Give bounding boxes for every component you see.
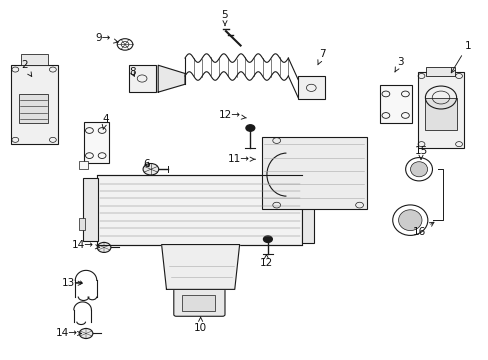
- Circle shape: [245, 125, 254, 131]
- Text: 16: 16: [411, 222, 433, 237]
- Text: 9→: 9→: [95, 33, 118, 43]
- Text: 14→: 14→: [56, 328, 81, 338]
- Circle shape: [143, 163, 158, 175]
- FancyBboxPatch shape: [97, 175, 302, 244]
- FancyBboxPatch shape: [298, 76, 325, 99]
- FancyBboxPatch shape: [173, 288, 224, 316]
- FancyBboxPatch shape: [79, 218, 84, 230]
- FancyBboxPatch shape: [21, 54, 48, 65]
- Text: 15: 15: [413, 145, 427, 159]
- FancyBboxPatch shape: [424, 98, 456, 130]
- Text: 13→: 13→: [62, 278, 83, 288]
- Text: 1: 1: [450, 41, 470, 73]
- Text: 6: 6: [143, 159, 150, 169]
- FancyBboxPatch shape: [417, 72, 463, 148]
- FancyBboxPatch shape: [79, 161, 88, 169]
- FancyBboxPatch shape: [129, 65, 156, 92]
- FancyBboxPatch shape: [379, 85, 411, 123]
- FancyBboxPatch shape: [82, 178, 98, 241]
- Text: 12: 12: [259, 255, 272, 268]
- Circle shape: [79, 328, 93, 338]
- Polygon shape: [158, 65, 184, 92]
- Ellipse shape: [410, 162, 427, 177]
- Text: 5: 5: [221, 10, 228, 26]
- Text: 2: 2: [21, 60, 32, 76]
- Text: 11→: 11→: [227, 154, 255, 164]
- FancyBboxPatch shape: [19, 94, 48, 123]
- Ellipse shape: [398, 210, 421, 230]
- Text: 10: 10: [194, 317, 207, 333]
- FancyBboxPatch shape: [426, 67, 454, 76]
- Circle shape: [263, 236, 272, 242]
- Text: 7: 7: [317, 49, 325, 65]
- FancyBboxPatch shape: [302, 176, 314, 243]
- FancyBboxPatch shape: [262, 137, 366, 209]
- FancyBboxPatch shape: [11, 65, 58, 144]
- Text: 8: 8: [129, 67, 135, 77]
- FancyBboxPatch shape: [83, 122, 109, 163]
- Text: 12→: 12→: [219, 111, 246, 121]
- Polygon shape: [161, 244, 239, 289]
- Text: 4: 4: [102, 114, 109, 130]
- Text: 14→: 14→: [71, 240, 100, 250]
- Circle shape: [97, 242, 111, 252]
- FancyBboxPatch shape: [182, 295, 215, 311]
- Text: 3: 3: [394, 57, 403, 72]
